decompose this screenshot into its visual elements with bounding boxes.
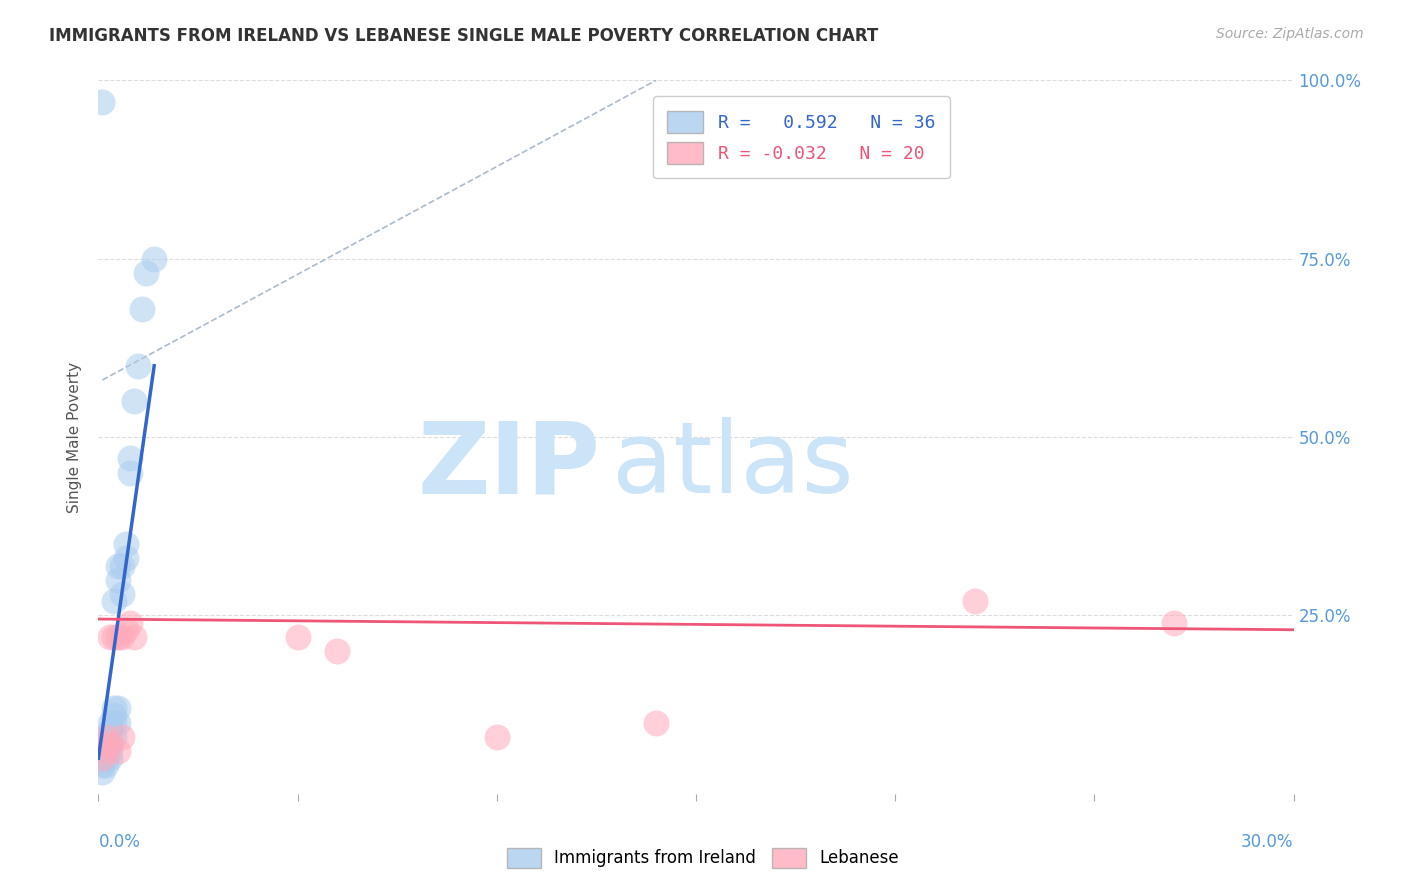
Point (107, 701, 129, 715)
Point (96, 730, 118, 744)
Point (96, 744, 118, 758)
Point (120, 615, 142, 630)
Point (91, 737, 114, 751)
Point (107, 558, 129, 573)
Text: ZIP: ZIP (418, 417, 600, 514)
Point (98, 744, 122, 758)
Point (98, 723, 122, 737)
Point (131, 301, 153, 316)
Point (127, 359, 149, 373)
Text: atlas: atlas (613, 417, 853, 514)
Point (111, 558, 134, 573)
Point (103, 730, 125, 744)
Point (103, 715, 125, 730)
Point (111, 587, 134, 601)
Point (963, 594, 986, 608)
Point (107, 573, 129, 587)
Point (91, 758, 114, 772)
Point (98, 737, 122, 751)
Point (645, 715, 668, 730)
Legend: Immigrants from Ireland, Lebanese: Immigrants from Ireland, Lebanese (501, 841, 905, 875)
Point (98, 630, 122, 644)
Point (96, 751, 118, 765)
Y-axis label: Single Male Poverty: Single Male Poverty (67, 361, 83, 513)
Point (143, 252, 166, 266)
Point (115, 537, 138, 551)
Point (107, 744, 129, 758)
Point (326, 644, 349, 658)
Point (485, 730, 508, 744)
Point (124, 394, 146, 409)
Point (103, 708, 125, 723)
Point (120, 451, 142, 466)
Point (287, 630, 309, 644)
Point (96, 744, 118, 758)
Legend: R =   0.592   N = 36, R = -0.032   N = 20: R = 0.592 N = 36, R = -0.032 N = 20 (652, 96, 950, 178)
Point (98, 730, 122, 744)
Point (91, 95, 114, 109)
Point (111, 730, 134, 744)
Point (91, 751, 114, 765)
Point (115, 623, 138, 637)
Point (98, 737, 122, 751)
Point (115, 551, 138, 566)
Point (96, 737, 118, 751)
Point (96, 744, 118, 758)
Text: IMMIGRANTS FROM IRELAND VS LEBANESE SINGLE MALE POVERTY CORRELATION CHART: IMMIGRANTS FROM IRELAND VS LEBANESE SING… (49, 27, 879, 45)
Point (111, 630, 134, 644)
Point (91, 751, 114, 765)
Text: 30.0%: 30.0% (1241, 833, 1294, 851)
Point (103, 594, 125, 608)
Point (91, 765, 114, 780)
Point (120, 466, 142, 480)
Point (135, 266, 157, 280)
Point (96, 758, 118, 772)
Text: 0.0%: 0.0% (98, 833, 141, 851)
Point (124, 630, 146, 644)
Point (103, 701, 125, 715)
Point (1163, 615, 1185, 630)
Text: Source: ZipAtlas.com: Source: ZipAtlas.com (1216, 27, 1364, 41)
Point (107, 715, 129, 730)
Point (98, 751, 122, 765)
Point (103, 630, 125, 644)
Point (96, 730, 118, 744)
Point (98, 715, 122, 730)
Point (107, 630, 129, 644)
